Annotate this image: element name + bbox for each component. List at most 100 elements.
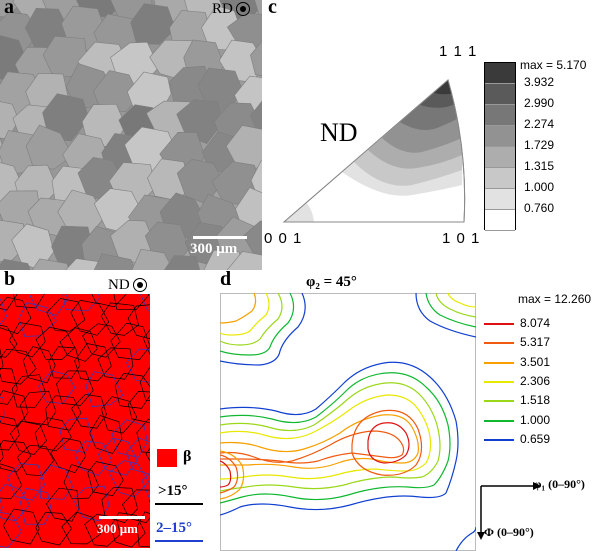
ipf-legend-max: max = 5.170 — [520, 58, 587, 72]
grain-boundary — [59, 327, 98, 362]
ipf-legend-level: 3.932 — [524, 75, 555, 89]
grain — [11, 223, 55, 270]
grain-boundary — [63, 464, 99, 500]
ipf-legend-swatch — [485, 63, 515, 84]
grain-boundary — [126, 348, 150, 383]
grain — [243, 220, 262, 261]
grain-boundary — [0, 368, 18, 405]
grain-boundary — [45, 487, 80, 522]
grain — [92, 70, 141, 113]
grain-boundary — [8, 322, 46, 358]
grain — [163, 255, 201, 270]
ipf-legend-level: 1.315 — [524, 159, 555, 173]
nd-label: ND — [108, 276, 130, 293]
odf-legend-level: 2.306 — [520, 373, 551, 388]
grain-boundary — [0, 415, 20, 451]
low-angle-label: 2–15° — [156, 520, 192, 536]
ipf-legend-swatch — [485, 147, 515, 168]
odf-legend-line — [484, 419, 514, 422]
odf-legend-level: 1.518 — [520, 393, 551, 408]
grain-boundary — [6, 463, 45, 501]
grain — [250, 100, 262, 135]
grain-boundary — [20, 487, 52, 525]
grain-boundary — [10, 420, 47, 455]
grain-boundary — [74, 440, 113, 476]
grain — [25, 124, 73, 170]
grain — [226, 251, 262, 270]
panel-b-label: b — [4, 268, 16, 290]
odf-legend-level: 3.501 — [520, 354, 551, 369]
grain — [250, 160, 262, 202]
panel-b: b ND 300 μm β >15° 2–15° — [0, 268, 220, 551]
odf-legend-line — [484, 323, 514, 325]
ipf-legend-swatch — [485, 189, 515, 210]
ipf-legend-level: 2.990 — [524, 96, 555, 110]
grain-boundary — [0, 298, 7, 325]
ipf-legend-swatches — [484, 62, 516, 231]
odf-legend-level: 0.659 — [520, 431, 551, 446]
grain-boundary — [91, 294, 127, 308]
grain-boundary — [0, 390, 29, 427]
grain-boundary — [100, 302, 139, 336]
high-angle-label: >15° — [158, 483, 188, 499]
grain-boundary — [45, 395, 82, 431]
odf-axis-x-label: φ₁ (0–90°) — [534, 477, 585, 491]
panel-a-scale-label: 300 μm — [190, 241, 238, 257]
grain-boundary — [127, 391, 150, 424]
grain-boundary — [0, 396, 5, 423]
ipf-legend-level: 1.729 — [524, 138, 555, 152]
ipf-corner-001: 0 0 1 — [264, 230, 303, 247]
grain-boundary — [139, 367, 150, 401]
grain — [250, 40, 262, 77]
panel-a-label: a — [4, 0, 14, 18]
grain-boundary — [0, 324, 18, 358]
beta-label: β — [183, 448, 192, 465]
ipf-legend-level: 0.760 — [524, 201, 555, 215]
ipf-legend-swatch — [485, 126, 515, 147]
grain-boundary — [141, 473, 150, 500]
grain-boundary — [126, 437, 150, 475]
grain-boundary — [87, 461, 124, 497]
grain-boundary — [39, 464, 73, 500]
grain-boundary — [50, 437, 87, 474]
grain-boundary — [71, 394, 107, 429]
grain-boundary — [74, 343, 112, 382]
grain-boundary — [19, 390, 57, 426]
nd-indicator: ND — [108, 276, 147, 294]
grain-boundary — [29, 294, 69, 316]
grain-boundary — [0, 348, 37, 385]
odf-legend-max: max = 12.260 — [518, 292, 592, 306]
odf-legend-line — [484, 361, 514, 364]
low-angle-line — [155, 540, 203, 542]
grain — [42, 93, 90, 142]
panel-c-label: c — [268, 0, 277, 18]
grain — [130, 3, 176, 45]
panel-d: d φ₂ = 45° — [220, 268, 600, 551]
grain — [131, 248, 174, 270]
grain-boundary — [0, 440, 32, 473]
grain-boundary — [82, 323, 121, 358]
grain-boundary — [59, 417, 94, 453]
grain-boundary — [122, 489, 150, 524]
grain-boundary — [89, 415, 123, 454]
grain-boundary — [48, 346, 81, 379]
grain-boundary — [97, 347, 134, 380]
high-angle-line — [155, 503, 203, 505]
grain-boundary — [114, 373, 150, 409]
odf-legend-line — [484, 400, 514, 403]
grain-boundary — [110, 512, 146, 548]
panel-d-label: d — [220, 268, 232, 290]
grain-boundary — [34, 417, 72, 452]
odf-axes — [477, 482, 541, 540]
odf-legend-level: 5.317 — [520, 335, 551, 350]
beta-swatch — [157, 449, 177, 467]
rd-indicator: RD — [212, 0, 250, 18]
odf-legend-level: 1.000 — [520, 412, 551, 427]
grain-boundary — [13, 294, 45, 309]
panel-a-scale-bar — [193, 236, 247, 239]
grain-boundary — [113, 294, 150, 310]
grain-boundary — [136, 418, 150, 453]
grain-boundary — [0, 294, 18, 311]
odf-legend-line — [484, 342, 514, 345]
panel-b-scale-label: 300 μm — [97, 521, 138, 536]
